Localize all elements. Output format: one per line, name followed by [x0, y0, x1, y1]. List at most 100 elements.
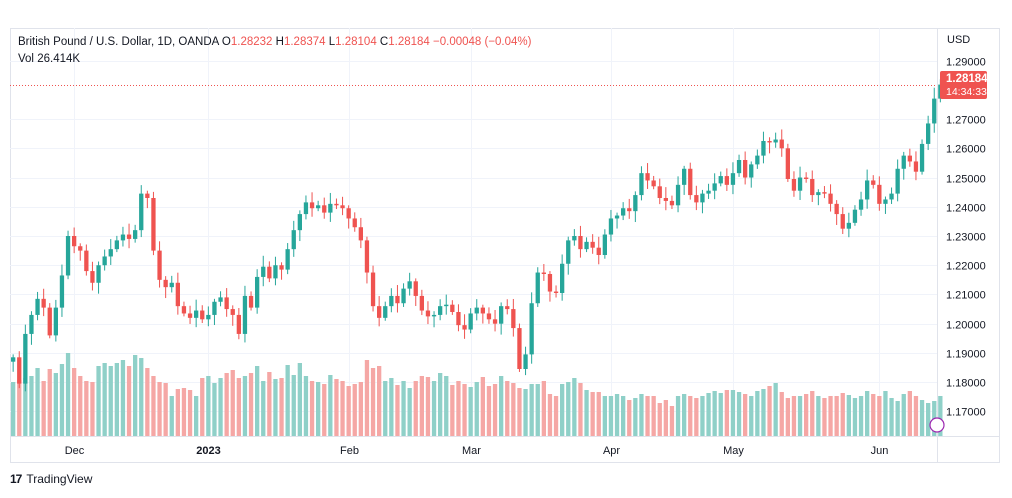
- candle-body: [468, 313, 473, 330]
- candle-body: [139, 193, 144, 231]
- candle-body: [187, 313, 193, 318]
- volume-bar: [834, 396, 839, 436]
- volume-bar: [236, 378, 241, 436]
- candle-body: [425, 310, 431, 317]
- volume-bar: [224, 373, 229, 436]
- volume-bar: [523, 389, 528, 436]
- volume-bar: [120, 360, 126, 436]
- candle-body: [267, 266, 272, 279]
- footer: 17 TradingView: [10, 472, 92, 486]
- candle-body: [72, 236, 77, 247]
- close-label: C: [379, 36, 389, 48]
- volume-bar: [700, 396, 705, 436]
- volume-bar: [517, 388, 522, 436]
- high-value: 1.28374: [283, 36, 326, 48]
- candle-body: [596, 247, 601, 255]
- volume-bar: [444, 376, 449, 436]
- candle-body: [657, 186, 662, 198]
- volume-bar: [273, 379, 278, 436]
- volume-bar: [547, 394, 553, 436]
- ohlc-legend: British Pound / U.S. Dollar, 1D, OANDA O…: [18, 36, 531, 48]
- price-axis[interactable]: 1.17000 1.18000 1.19000 1.20000 1.21000 1.220…: [946, 57, 986, 419]
- volume-bar: [566, 382, 571, 436]
- candle-body: [297, 214, 302, 231]
- candle-body: [675, 184, 681, 206]
- volume-bar: [279, 378, 284, 436]
- price-tick-label: 1.26000: [946, 144, 986, 156]
- volume-bar: [663, 400, 668, 436]
- time-tick-label: Dec: [65, 445, 85, 457]
- candle-body: [431, 314, 437, 317]
- candle-body: [822, 192, 827, 194]
- volume-bar: [383, 381, 388, 436]
- volume-bar: [627, 400, 632, 436]
- candle-body: [895, 168, 900, 194]
- volume-bar: [181, 388, 187, 436]
- candle-body: [279, 265, 284, 270]
- candle-body: [377, 306, 382, 318]
- volume-bars: [11, 353, 943, 436]
- candle-body: [883, 199, 888, 204]
- volume-bar: [614, 394, 620, 436]
- volume-bar: [639, 394, 644, 436]
- volume-label[interactable]: Vol: [18, 53, 34, 65]
- volume-bar: [108, 366, 113, 436]
- volume-bar: [425, 377, 431, 436]
- volume-bar: [871, 394, 876, 436]
- candle-body: [316, 205, 321, 209]
- candle-body: [346, 208, 351, 219]
- volume-bar: [529, 384, 534, 436]
- time-axis[interactable]: Dec 2023 Feb Mar Apr May Jun: [65, 445, 889, 457]
- tradingview-logo-icon[interactable]: 17: [10, 472, 22, 486]
- volume-bar: [724, 390, 729, 436]
- candle-body: [602, 234, 607, 255]
- volume-bar: [206, 376, 211, 436]
- volume-bar: [907, 391, 912, 436]
- candle-body: [230, 309, 235, 315]
- candle-body: [41, 298, 46, 308]
- volume-bar: [59, 364, 65, 436]
- candle-body: [151, 198, 156, 251]
- last-price-tag: 1.28184 14:34:33: [940, 71, 988, 99]
- candle-body: [736, 160, 742, 174]
- volume-bar: [730, 390, 736, 436]
- volume-bar: [743, 394, 748, 436]
- candle-body: [285, 249, 290, 270]
- close-value: 1.28184: [388, 36, 430, 48]
- volume-bar: [29, 376, 34, 436]
- candle-body: [724, 176, 729, 185]
- volume-bar: [200, 378, 205, 436]
- volume-bar: [114, 363, 119, 436]
- symbol-title[interactable]: British Pound / U.S. Dollar, 1D, OANDA: [18, 36, 219, 48]
- volume-bar: [126, 366, 132, 436]
- volume-bar: [53, 373, 58, 436]
- chart-frame: [10, 28, 1000, 463]
- candle-body: [114, 240, 119, 250]
- volume-bar: [90, 382, 95, 436]
- candle-body: [194, 310, 199, 318]
- time-tick-label: Mar: [462, 445, 481, 457]
- volume-bar: [669, 406, 675, 436]
- candle-body: [505, 306, 510, 310]
- volume-bar: [901, 394, 906, 436]
- candle-body: [877, 184, 882, 204]
- candle-body: [255, 276, 260, 308]
- currency-label[interactable]: USD: [947, 34, 971, 46]
- volume-bar: [169, 396, 174, 436]
- volume-bar: [17, 380, 22, 436]
- volume-bar: [926, 403, 931, 436]
- volume-bar: [499, 376, 504, 436]
- candle-body: [852, 209, 858, 223]
- candlestick-chart[interactable]: 1.17000 1.18000 1.19000 1.20000 1.21000 1.220…: [10, 28, 1000, 463]
- scale-mode-icon[interactable]: [929, 417, 945, 433]
- volume-bar: [651, 396, 656, 436]
- candle-body: [200, 310, 205, 320]
- candle-body: [273, 265, 278, 279]
- candle-body: [791, 179, 797, 191]
- candle-body: [846, 222, 851, 229]
- candle-body: [163, 279, 168, 288]
- time-tick-label: May: [723, 445, 744, 457]
- volume-bar: [621, 396, 626, 436]
- brand-name[interactable]: TradingView: [26, 472, 93, 486]
- candle-body: [96, 265, 101, 283]
